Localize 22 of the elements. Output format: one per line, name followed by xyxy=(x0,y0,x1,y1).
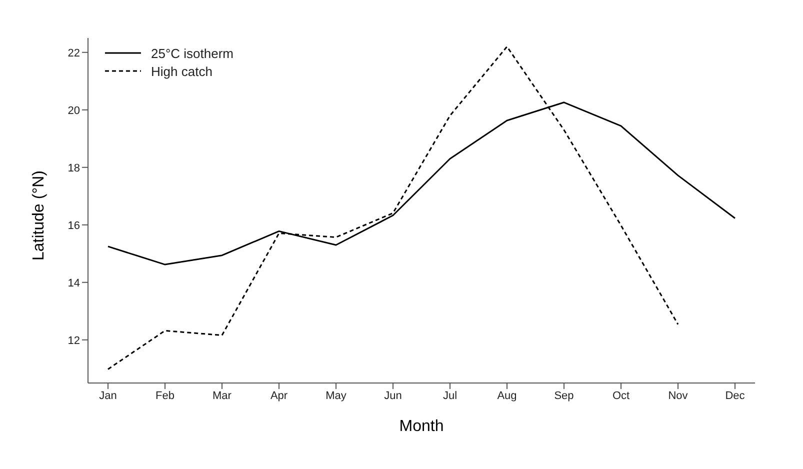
y-tick-label: 14 xyxy=(68,277,80,290)
x-tick-label: Mar xyxy=(212,390,232,402)
x-tick-label: Oct xyxy=(612,390,630,402)
x-axis-title: Month xyxy=(399,418,444,435)
x-tick-label: Jan xyxy=(99,390,117,402)
y-axis-title: Latitude (°N) xyxy=(30,170,48,260)
x-tick-label: Dec xyxy=(725,390,746,402)
x-tick-label: Jul xyxy=(442,390,458,402)
y-tick-label: 22 xyxy=(68,47,80,60)
x-tick-label: Aug xyxy=(497,390,517,402)
y-tick-label: 16 xyxy=(68,220,80,232)
x-tick-label: Apr xyxy=(270,390,288,402)
x-tick-label: May xyxy=(326,390,347,402)
x-tick-label: Nov xyxy=(668,390,688,402)
x-tick-label: Sep xyxy=(554,390,574,402)
y-tick-label: 20 xyxy=(68,104,80,117)
x-tick-label: Jun xyxy=(384,390,402,402)
y-tick-label: 18 xyxy=(68,162,80,174)
legend-label: High catch xyxy=(151,64,212,78)
x-tick-label: Feb xyxy=(156,390,174,402)
y-tick-label: 12 xyxy=(68,334,80,347)
legend-label: 25°C isotherm xyxy=(151,46,234,60)
